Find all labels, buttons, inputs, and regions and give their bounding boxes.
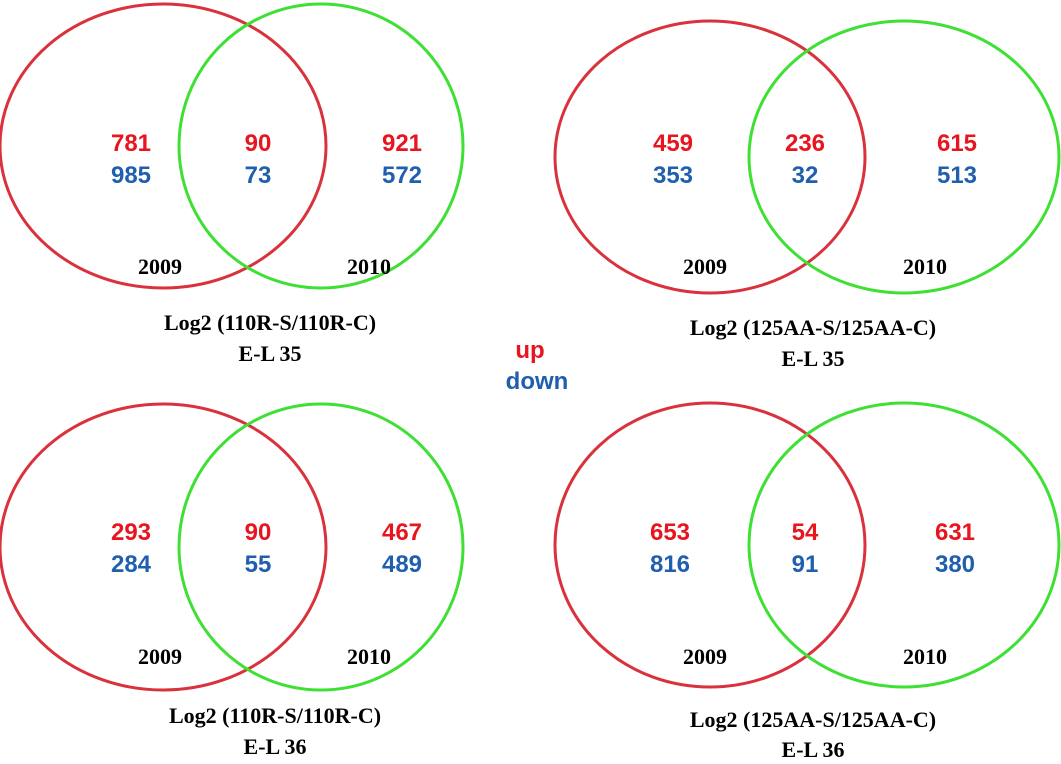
set-label-2010: 2010 — [903, 644, 947, 669]
only-2009-down-count: 353 — [653, 162, 693, 189]
venn-diagram-3: 293 284 90 55 467 489 2009 2010 Log2 (11… — [0, 402, 465, 759]
caption-line-2: E-L 35 — [239, 341, 302, 366]
only-2009-up-count: 459 — [653, 130, 693, 157]
venn-diagram-1: 781 985 90 73 921 572 2009 2010 Log2 (11… — [0, 2, 465, 366]
circle-2010 — [747, 401, 1061, 689]
circle-2010 — [747, 19, 1061, 295]
legend-down: down — [506, 368, 569, 395]
overlap-down-count: 32 — [792, 162, 819, 189]
legend: up down — [506, 337, 569, 395]
set-label-2009: 2009 — [683, 254, 727, 279]
venn-diagram-4: 653 816 54 91 631 380 2009 2010 Log2 (12… — [553, 401, 1061, 762]
set-label-2009: 2009 — [683, 644, 727, 669]
only-2010-up-count: 631 — [935, 519, 975, 546]
circle-2009 — [553, 19, 867, 295]
only-2009-up-count: 653 — [650, 519, 690, 546]
set-label-2009: 2009 — [138, 644, 182, 669]
only-2010-up-count: 921 — [382, 130, 422, 157]
only-2009-down-count: 816 — [650, 551, 690, 578]
caption-line-2: E-L 36 — [782, 737, 845, 762]
only-2009-down-count: 284 — [111, 551, 152, 578]
caption-line-1: Log2 (110R-S/110R-C) — [169, 703, 381, 728]
only-2009-up-count: 781 — [111, 130, 151, 157]
only-2010-down-count: 513 — [937, 162, 977, 189]
caption-line-1: Log2 (125AA-S/125AA-C) — [690, 315, 936, 340]
only-2010-down-count: 380 — [935, 551, 975, 578]
only-2010-up-count: 615 — [937, 130, 977, 157]
set-label-2009: 2009 — [138, 254, 182, 279]
overlap-up-count: 54 — [792, 519, 819, 546]
legend-up: up — [515, 337, 544, 364]
venn-diagram-2: 459 353 236 32 615 513 2009 2010 Log2 (1… — [553, 19, 1061, 371]
overlap-down-count: 55 — [245, 551, 272, 578]
circle-2009 — [0, 402, 328, 692]
caption-line-2: E-L 35 — [782, 346, 845, 371]
overlap-down-count: 91 — [792, 551, 819, 578]
caption-line-2: E-L 36 — [244, 734, 307, 759]
overlap-up-count: 90 — [245, 519, 272, 546]
circle-2010 — [177, 2, 465, 290]
only-2009-up-count: 293 — [111, 519, 151, 546]
caption-line-1: Log2 (125AA-S/125AA-C) — [690, 707, 936, 732]
set-label-2010: 2010 — [347, 254, 391, 279]
overlap-down-count: 73 — [245, 162, 272, 189]
circle-2010 — [177, 402, 465, 692]
overlap-up-count: 90 — [245, 130, 272, 157]
only-2009-down-count: 985 — [111, 162, 151, 189]
set-label-2010: 2010 — [903, 254, 947, 279]
set-label-2010: 2010 — [347, 644, 391, 669]
overlap-up-count: 236 — [785, 130, 825, 157]
only-2010-up-count: 467 — [382, 519, 422, 546]
circle-2009 — [553, 401, 867, 689]
caption-line-1: Log2 (110R-S/110R-C) — [164, 310, 376, 335]
only-2010-down-count: 572 — [382, 162, 422, 189]
circle-2009 — [0, 2, 328, 290]
only-2010-down-count: 489 — [382, 551, 422, 578]
